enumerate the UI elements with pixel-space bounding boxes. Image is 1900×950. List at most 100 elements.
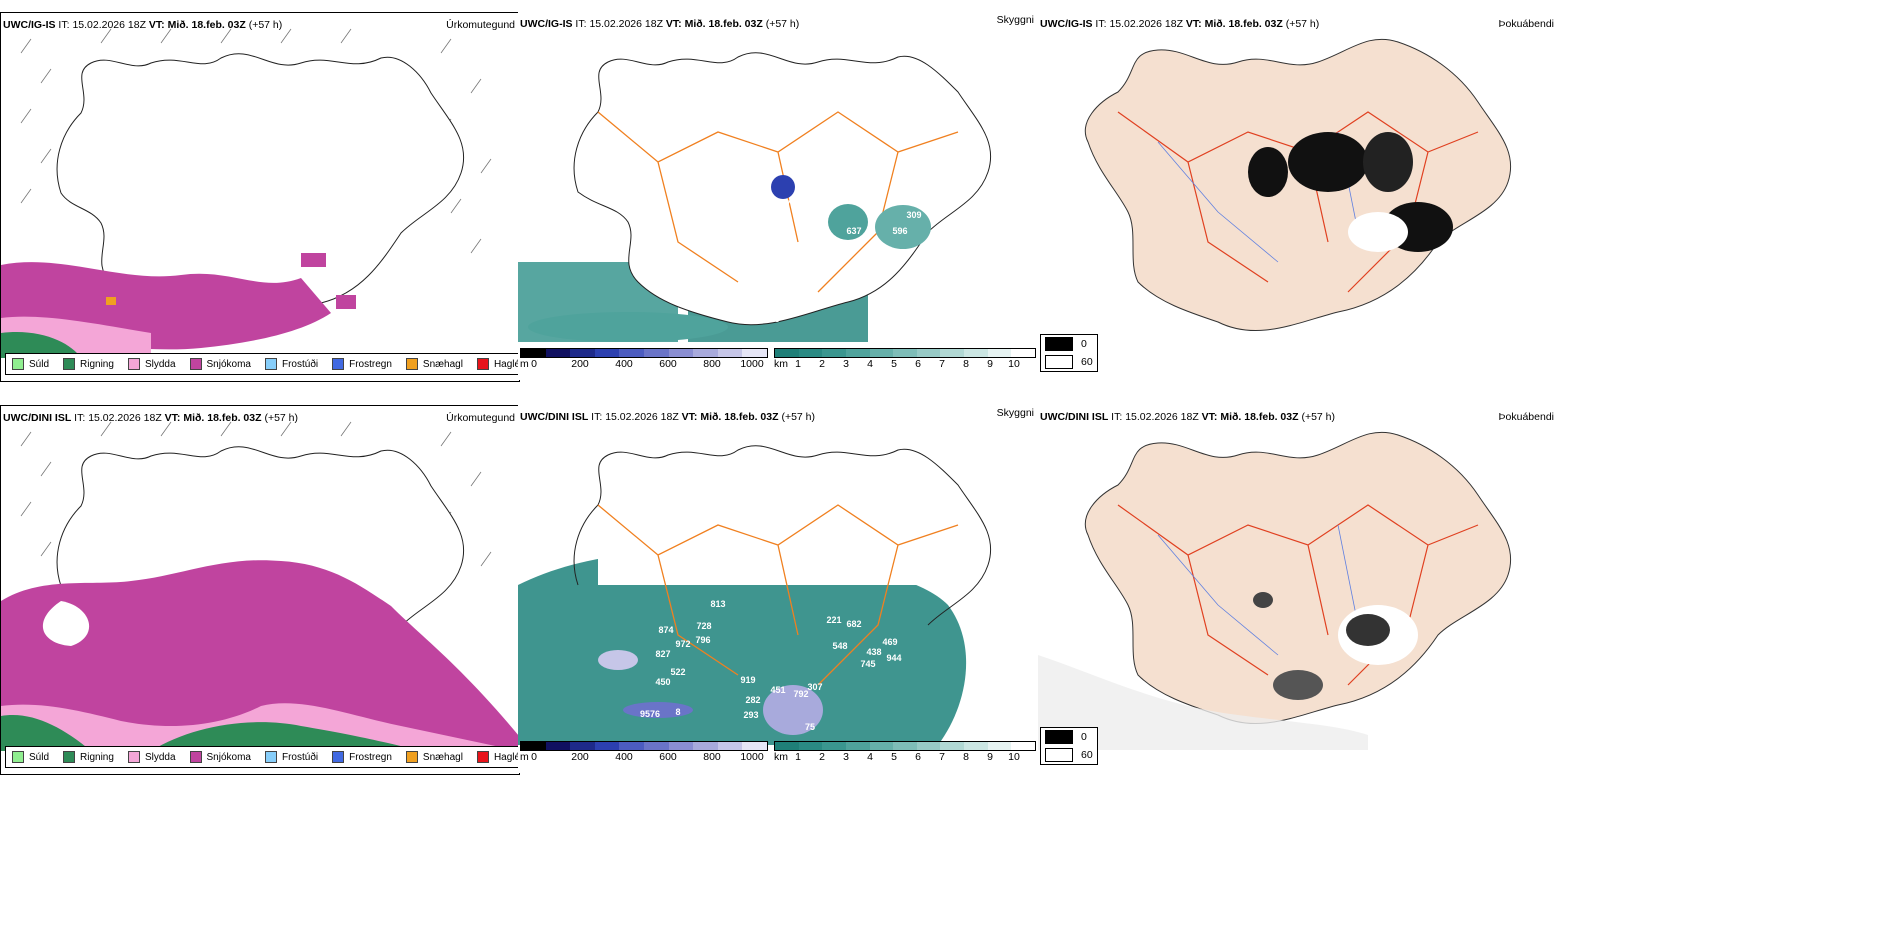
map-label: 286	[764, 314, 779, 324]
map-label: 972	[675, 639, 690, 649]
ceiling-tick: 800	[703, 358, 721, 370]
legend-item: Snæhagl	[405, 751, 463, 763]
visibility-tick: 4	[867, 751, 873, 763]
precip-map-dini	[1, 421, 519, 751]
map-label: 874	[658, 625, 673, 635]
ceiling-scale: m 0 200 400 600 800 1000	[520, 348, 768, 376]
precip-legend: Súld Rigning Slydda Snjókoma Frostúði Fr…	[5, 353, 519, 375]
panel-title: Skyggni	[996, 407, 1034, 419]
visibility-tick: 2	[819, 358, 825, 370]
panel-title: Úrkomutegund	[446, 19, 515, 31]
ceiling-tick: 1000	[740, 358, 764, 370]
visibility-tick: 2	[819, 751, 825, 763]
map-label: 522	[670, 667, 685, 677]
map-label: 745	[860, 659, 875, 669]
legend-item: Frostúði	[264, 358, 318, 370]
panel-visibility-igis: 662 286 637 596 207 233 309 UWC/IG-IS IT…	[518, 12, 1038, 380]
map-label: 75	[805, 722, 815, 732]
map-label: 637	[846, 226, 861, 236]
visibility-tick: 3	[843, 751, 849, 763]
visibility-tick: 8	[963, 751, 969, 763]
visibility-tick: 6	[915, 358, 921, 370]
snow-small-area-2	[336, 295, 356, 309]
panel-header: UWC/IG-IS IT: 15.02.2026 18Z VT: Mið. 18…	[520, 18, 800, 30]
map-label: 307	[807, 682, 822, 692]
panel-title: Skyggni	[996, 14, 1034, 26]
legend-item: Haglél	[476, 751, 519, 763]
visibility-tick: 7	[939, 751, 945, 763]
map-label: 728	[696, 621, 711, 631]
visibility-tick: 6	[915, 751, 921, 763]
snow-small-area	[301, 253, 326, 267]
map-label: 796	[695, 635, 710, 645]
fog-legend-label: 0	[1081, 338, 1087, 350]
legend-item: Súld	[12, 358, 49, 370]
panel-precip-type-igis: UWC/IG-IS IT: 15.02.2026 18Z VT: Mið. 18…	[0, 12, 520, 382]
ceiling-tick: 0	[531, 751, 537, 763]
map-label: 309	[906, 210, 921, 220]
ceiling-scale: m 0 200 400 600 800 1000	[520, 741, 768, 769]
ceiling-unit: m	[520, 358, 529, 370]
visibility-tick: 8	[963, 358, 969, 370]
rain-area	[1, 332, 81, 358]
visibility-tick: 10	[1008, 358, 1020, 370]
map-label: 221	[826, 615, 841, 625]
visibility-tick: 4	[867, 358, 873, 370]
visibility-tick: 5	[891, 751, 897, 763]
panel-title: Úrkomutegund	[446, 412, 515, 424]
fog-legend-label: 0	[1081, 731, 1087, 743]
legend-item: Snjókoma	[189, 358, 251, 370]
visibility-tick: 9	[987, 751, 993, 763]
ceiling-tick: 400	[615, 358, 633, 370]
map-label: 827	[655, 649, 670, 659]
ceiling-tick: 800	[703, 751, 721, 763]
fog-legend: 0 60	[1040, 334, 1098, 372]
visibility-scale: km 1 2 3 4 5 6 7 8 9 10	[774, 741, 1036, 769]
legend-item: Snjókoma	[189, 751, 251, 763]
visibility-map-dini: 813 728 874 796 972 827 522 450 919 282 …	[518, 445, 992, 745]
map-label: 9576	[640, 709, 660, 719]
ceiling-unit: m	[520, 751, 529, 763]
precip-map-igis	[1, 28, 492, 358]
visibility-tick: 5	[891, 358, 897, 370]
ceiling-tick: 200	[571, 358, 589, 370]
map-label: 682	[846, 619, 861, 629]
legend-item: Frostregn	[332, 358, 392, 370]
ceiling-tick: 200	[571, 751, 589, 763]
legend-item: Frostregn	[332, 751, 392, 763]
map-label: 438	[866, 647, 881, 657]
panel-title: Þokuábendi	[1498, 411, 1554, 423]
legend-item: Haglél	[476, 358, 519, 370]
ceiling-tick: 600	[659, 358, 677, 370]
panel-precip-type-dini: UWC/DINI ISL IT: 15.02.2026 18Z VT: Mið.…	[0, 405, 520, 775]
map-label: 207	[775, 199, 790, 209]
visibility-tick: 1	[795, 751, 801, 763]
map-label: 548	[832, 641, 847, 651]
fog-map-dini	[1038, 431, 1512, 750]
ceiling-tick: 400	[615, 751, 633, 763]
map-label: 662	[743, 294, 758, 304]
visibility-scale: km 1 2 3 4 5 6 7 8 9 10	[774, 348, 1036, 376]
panel-fog-dini: UWC/DINI ISL IT: 15.02.2026 18Z VT: Mið.…	[1038, 405, 1558, 773]
panel-visibility-dini: 813 728 874 796 972 827 522 450 919 282 …	[518, 405, 1038, 773]
map-label: 792	[793, 689, 808, 699]
panel-header: UWC/IG-IS IT: 15.02.2026 18Z VT: Mið. 18…	[3, 19, 283, 31]
map-label: 469	[882, 637, 897, 647]
legend-item: Frostúði	[264, 751, 318, 763]
map-label: 293	[743, 710, 758, 720]
map-label: 919	[740, 675, 755, 685]
panel-header: UWC/DINI ISL IT: 15.02.2026 18Z VT: Mið.…	[1040, 411, 1336, 423]
ice-pellet-area	[106, 297, 116, 305]
map-label: 233	[808, 166, 823, 176]
map-label: 8	[675, 707, 680, 717]
panel-header: UWC/DINI ISL IT: 15.02.2026 18Z VT: Mið.…	[3, 412, 299, 424]
visibility-map-igis: 662 286 637 596 207 233 309	[518, 52, 992, 342]
legend-item: Slydda	[127, 751, 176, 763]
fog-legend: 0 60	[1040, 727, 1098, 765]
fog-map-igis	[1084, 38, 1512, 332]
map-label: 451	[770, 685, 785, 695]
visibility-tick: 7	[939, 358, 945, 370]
visibility-tick: 10	[1008, 751, 1020, 763]
legend-item: Slydda	[127, 358, 176, 370]
panel-fog-igis: UWC/IG-IS IT: 15.02.2026 18Z VT: Mið. 18…	[1038, 12, 1558, 380]
